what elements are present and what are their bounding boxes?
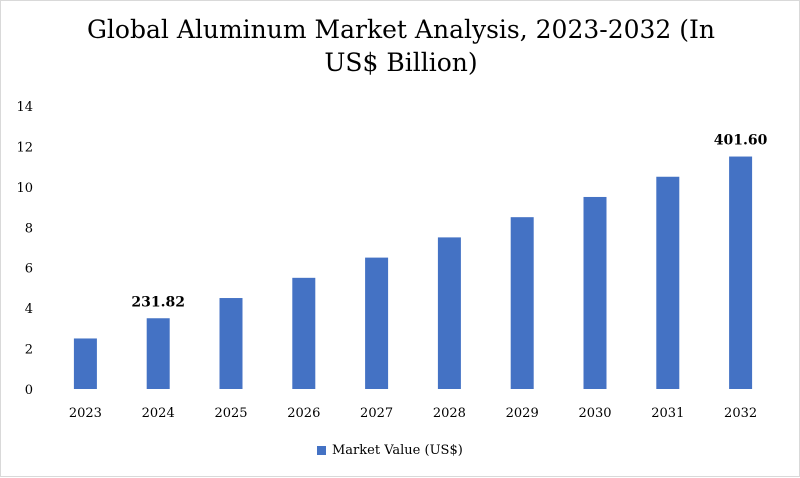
bar-2026: [292, 277, 316, 389]
x-tick-label: 2028: [433, 406, 466, 421]
y-tick-label: 12: [16, 140, 33, 155]
bar-2025: [219, 298, 243, 389]
y-tick-label: 10: [16, 181, 33, 196]
chart-title: Global Aluminum Market Analysis, 2023-20…: [86, 15, 716, 77]
x-tick-label: 2027: [360, 406, 393, 421]
bar-2023: [73, 338, 97, 389]
bar-2027: [365, 257, 389, 389]
bar-2032: [729, 156, 753, 389]
y-tick-label: 0: [25, 383, 33, 398]
bar-2030: [583, 196, 607, 389]
y-tick-label: 14: [16, 100, 33, 115]
x-tick-label: 2026: [287, 406, 320, 421]
y-tick-label: 4: [25, 302, 33, 317]
data-label-2032: 401.60: [714, 133, 768, 149]
x-tick-label: 2029: [506, 406, 539, 421]
x-tick-label: 2025: [214, 406, 247, 421]
x-tick-label: 2031: [651, 406, 684, 421]
legend: Market Value (US$): [317, 441, 463, 459]
x-tick-label: 2030: [578, 406, 611, 421]
x-tick-label: 2023: [69, 406, 102, 421]
bar-2028: [437, 237, 461, 389]
bar-2024: [146, 318, 170, 389]
bar-2031: [656, 176, 680, 389]
bar-2029: [510, 217, 534, 389]
data-label-2024: 231.82: [131, 294, 185, 310]
legend-label: Market Value (US$): [332, 442, 463, 458]
y-tick-label: 6: [25, 262, 33, 277]
y-tick-label: 8: [25, 221, 33, 236]
x-tick-label: 2024: [142, 406, 175, 421]
y-tick-label: 2: [25, 343, 33, 358]
legend-swatch: [317, 445, 326, 455]
x-tick-label: 2032: [724, 406, 757, 421]
